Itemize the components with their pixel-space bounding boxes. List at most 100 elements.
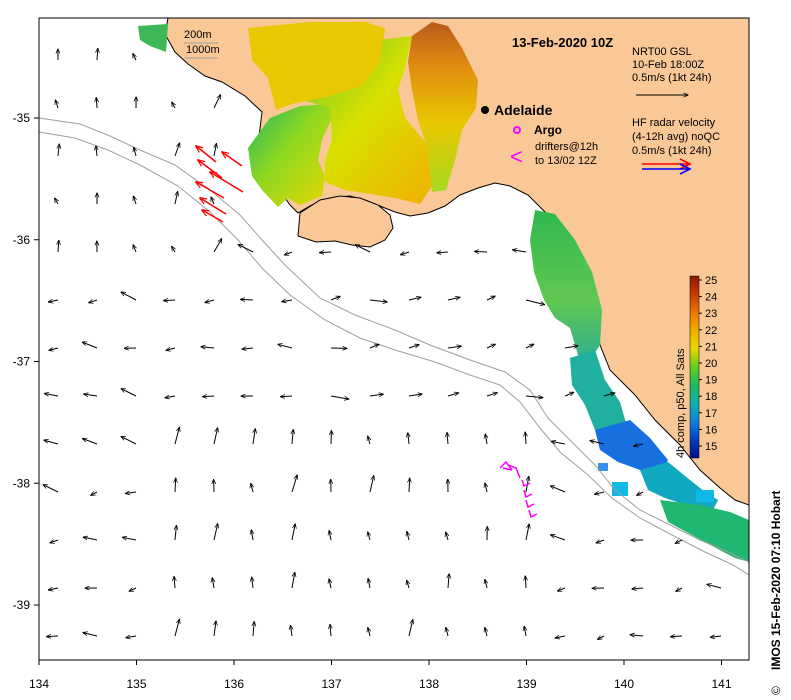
velocity-arrow <box>134 147 136 157</box>
velocity-arrow <box>82 342 98 349</box>
x-tick-label: 136 <box>224 677 244 691</box>
velocity-arrow <box>630 635 644 636</box>
velocity-arrow <box>291 524 295 541</box>
nrt-legend-line2: 10-Feb 18:00Z <box>632 59 704 71</box>
velocity-arrow <box>238 244 254 253</box>
velocity-arrow <box>48 588 59 590</box>
velocity-arrow <box>671 636 683 637</box>
velocity-arrow <box>564 392 574 397</box>
velocity-arrow <box>253 429 255 445</box>
velocity-arrow <box>133 196 136 205</box>
velocity-arrow <box>126 636 137 638</box>
velocity-arrow <box>525 344 534 349</box>
x-tick-label: 137 <box>321 677 341 691</box>
velocity-arrow <box>97 48 98 61</box>
velocity-arrow <box>447 433 448 445</box>
velocity-arrow <box>133 245 136 253</box>
sst-overlay <box>138 22 749 562</box>
velocity-arrow <box>408 394 422 396</box>
velocity-arrow <box>251 483 253 493</box>
velocity-arrow <box>84 394 98 396</box>
velocity-arrow <box>252 577 253 589</box>
velocity-arrow <box>408 620 413 637</box>
colorbar-tick-label: 15 <box>705 441 717 453</box>
velocity-arrow <box>486 393 497 397</box>
x-tick-label: 140 <box>614 677 634 691</box>
velocity-arrow <box>121 389 137 397</box>
velocity-arrow <box>408 297 421 300</box>
colorbar-tick-label: 21 <box>705 341 717 353</box>
velocity-arrow <box>126 492 137 494</box>
colorbar-gradient <box>689 275 700 459</box>
velocity-arrow <box>172 102 175 109</box>
velocity-arrow <box>284 252 293 255</box>
hf-legend-line1: HF radar velocity <box>632 117 716 129</box>
velocity-arrow <box>91 492 98 495</box>
velocity-arrow <box>241 299 254 300</box>
velocity-arrow <box>82 439 98 445</box>
velocity-arrow <box>213 428 218 445</box>
colorbar-tick-label: 16 <box>705 424 717 436</box>
velocity-arrow <box>632 588 644 589</box>
colorbar-tick-label: 24 <box>705 292 717 304</box>
velocity-arrow <box>278 344 293 349</box>
velocity-arrow <box>603 393 615 397</box>
velocity-arrow <box>213 95 221 109</box>
velocity-arrow <box>524 626 526 637</box>
velocity-arrow <box>166 348 176 350</box>
y-tick-label: -39 <box>13 598 31 612</box>
velocity-arrow <box>213 524 218 541</box>
hf-radar-legend: HF radar velocity (4-12h avg) noQC 0.5m/… <box>632 117 720 175</box>
velocity-arrow <box>590 441 605 445</box>
velocity-arrow <box>292 430 293 445</box>
velocity-arrow <box>486 344 495 349</box>
velocity-arrow <box>368 436 370 445</box>
nrt-legend-line1: NRT00 GSL <box>632 46 692 58</box>
sst-colorbar: 25 24 23 22 21 20 19 18 17 16 15 4h comp, p50, All… <box>675 275 717 459</box>
velocity-arrow <box>369 300 387 302</box>
velocity-arrow <box>48 300 59 302</box>
hf-legend-arrow-icon <box>642 158 692 175</box>
velocity-arrow <box>595 492 605 494</box>
velocity-arrow <box>551 535 566 541</box>
colorbar-tick-label: 22 <box>705 325 717 337</box>
velocity-arrow <box>637 492 644 495</box>
adelaide-marker-icon <box>481 106 489 114</box>
velocity-arrow <box>174 427 179 445</box>
velocity-arrow <box>214 621 216 637</box>
velocity-arrow <box>598 636 605 639</box>
velocity-arrow <box>291 625 293 637</box>
velocity-arrow <box>121 292 137 301</box>
y-axis: -35 -36 -37 -38 -39 <box>13 111 39 612</box>
velocity-arrow <box>212 578 214 589</box>
velocity-arrow <box>408 433 409 445</box>
velocity-arrow <box>201 347 215 348</box>
velocity-arrow <box>330 296 340 301</box>
velocity-arrow <box>675 540 683 543</box>
velocity-arrow <box>58 240 59 253</box>
velocity-arrow <box>513 250 527 252</box>
velocity-arrow <box>320 252 332 253</box>
velocity-arrow <box>550 486 566 493</box>
y-tick-label: -36 <box>13 233 31 247</box>
x-axis: 134 135 136 137 138 139 140 141 <box>29 660 732 691</box>
hf-radar-arrows <box>196 146 244 223</box>
adelaide-label: Adelaide <box>494 102 553 118</box>
y-tick-label: -35 <box>13 111 31 125</box>
velocity-arrow <box>205 300 215 303</box>
velocity-arrow <box>368 628 370 637</box>
colorbar-tick-label: 25 <box>705 275 717 287</box>
velocity-arrow <box>96 146 97 157</box>
velocity-arrow <box>330 624 331 637</box>
velocity-arrow <box>89 300 98 303</box>
velocity-arrow <box>122 537 137 541</box>
y-tick-label: -37 <box>13 355 31 369</box>
velocity-arrow <box>165 396 176 398</box>
velocity-arrow <box>49 348 59 350</box>
plot-frame <box>38 17 750 661</box>
velocity-arrow <box>448 574 449 589</box>
velocity-arrow <box>291 572 295 589</box>
drifter-symbol-icon: < <box>510 144 523 169</box>
colorbar-tick-label: 17 <box>705 408 717 420</box>
